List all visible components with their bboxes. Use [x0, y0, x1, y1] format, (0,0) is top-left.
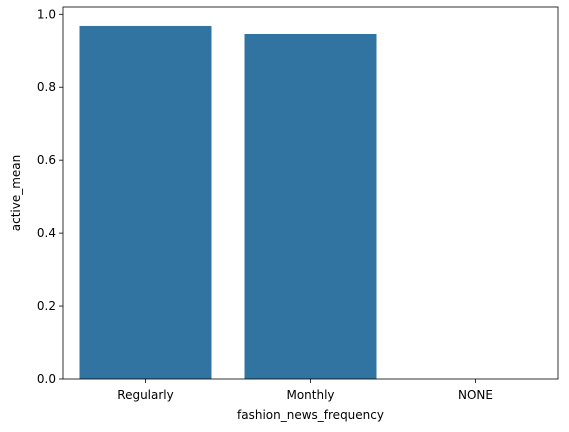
x-axis-title: fashion_news_frequency	[237, 408, 384, 422]
y-tick-label: 0.8	[37, 80, 56, 94]
x-tick-label: Monthly	[286, 388, 334, 402]
plot-frame	[62, 6, 559, 380]
y-axis-title: active_mean	[9, 155, 23, 232]
bar-monthly	[244, 33, 377, 380]
bar-regularly	[79, 25, 212, 379]
x-ticks-group: Regularly Monthly NONE	[117, 379, 493, 402]
x-tick-label: NONE	[458, 388, 493, 402]
y-ticks-group: 0.0 0.2 0.4 0.6 0.8 1.0	[37, 7, 63, 386]
y-tick-label: 0.4	[37, 226, 56, 240]
y-tick-label: 0.0	[37, 372, 56, 386]
bars-group	[79, 25, 377, 380]
y-tick-label: 1.0	[37, 7, 56, 21]
y-tick-label: 0.6	[37, 153, 56, 167]
y-tick-label: 0.2	[37, 299, 56, 313]
x-tick-label: Regularly	[117, 388, 173, 402]
